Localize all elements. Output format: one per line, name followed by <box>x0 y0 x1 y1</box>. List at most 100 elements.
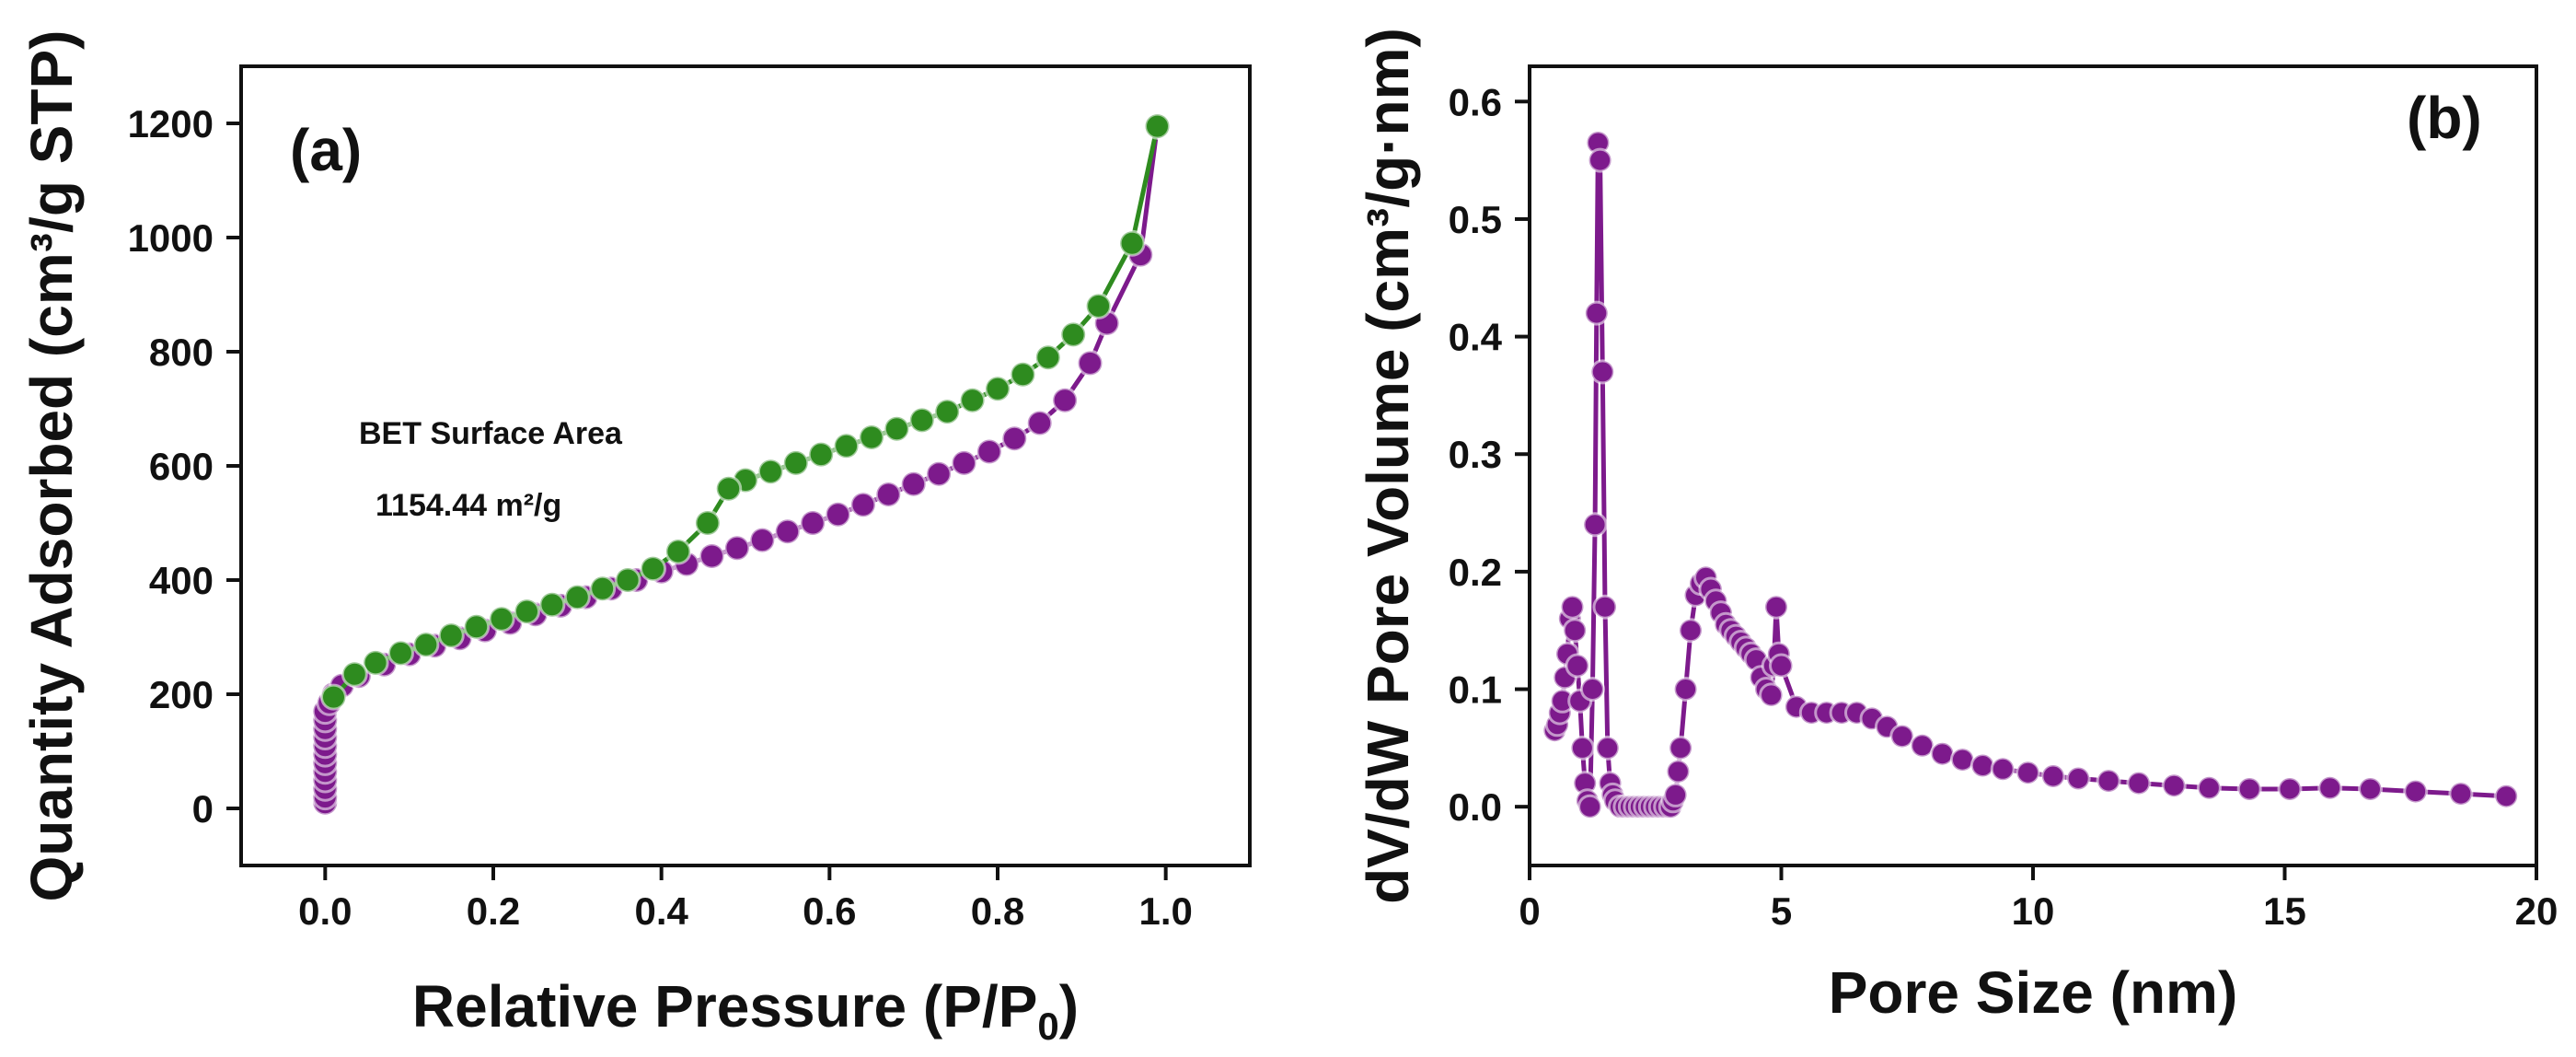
panel-a-data-point <box>1118 229 1146 257</box>
panel-a-data-point <box>715 475 743 503</box>
panel-a-x-tick-label: 0.8 <box>971 889 1024 933</box>
bet-annotation-title: BET Surface Area <box>359 416 623 451</box>
panel-b-label: (b) <box>2407 85 2482 151</box>
panel-a-data-point <box>640 555 666 583</box>
panel-a-data-point <box>833 432 861 459</box>
panel-b-data-point <box>1970 753 1995 778</box>
panel-a-data-point <box>757 458 784 485</box>
panel-a-x-tick-label: 1.0 <box>1138 889 1192 933</box>
panel-b-data-point <box>1668 735 1693 761</box>
panel-a-data-point <box>1144 112 1171 140</box>
panel-b-data-point <box>1589 359 1615 385</box>
panel-a-data-point <box>984 375 1011 402</box>
panel-b-data-point <box>1759 682 1785 708</box>
panel-a-data-point <box>1077 349 1103 377</box>
panel-b-data-point <box>1990 756 2016 782</box>
panel-a-data-point <box>1034 343 1062 371</box>
panel-a-y-tick-label: 800 <box>149 331 214 374</box>
panel-a-y-tick-label: 200 <box>149 673 214 716</box>
panel-a-data-point <box>1085 292 1113 319</box>
panel-a-data-point <box>341 660 368 688</box>
panel-a-y-tick-label: 1200 <box>128 102 214 145</box>
panel-a-data-point <box>908 406 936 434</box>
panel-a-y-axis-title: Quantity Adsorbed (cm³/g STP) <box>18 30 85 902</box>
panel-a-data-point <box>614 566 641 594</box>
panel-b-data-point <box>1592 594 1618 620</box>
panel-a-data-point <box>849 491 877 518</box>
panel-a-data-point <box>799 509 826 537</box>
panel-a-data-point <box>589 575 617 602</box>
panel-b-y-tick-label: 0.4 <box>1449 316 1503 359</box>
panel-a-data-point <box>774 517 802 545</box>
panel-b-data-point <box>1949 747 1975 772</box>
panel-a-data-point <box>463 613 491 641</box>
panel-b-data-point <box>1889 724 1915 749</box>
panel-b-data-point <box>2096 768 2121 794</box>
panel-b-x-tick-label: 5 <box>1771 889 1792 933</box>
panel-b-data-point <box>1560 594 1585 620</box>
panel-b-data-point <box>1930 741 1955 767</box>
panel-a-data-point <box>976 438 1003 465</box>
panel-a-label: (a) <box>290 117 362 183</box>
panel-a-data-point <box>514 598 540 625</box>
panel-b-series-layer <box>1542 130 2519 819</box>
panel-b-data-point <box>2493 784 2519 809</box>
panel-a-ticks: 0.0 0.2 0.4 0.6 0.8 1.0 0 200 400 600 800 1000 1200 <box>128 102 1193 933</box>
panel-a-data-point <box>933 398 961 425</box>
panel-a-data-point <box>538 591 566 619</box>
panel-b-data-point <box>2403 779 2429 805</box>
panel-a-y-tick-label: 1000 <box>128 216 214 260</box>
panel-b-data-point <box>1582 512 1608 538</box>
panel-a-data-point <box>1059 320 1087 348</box>
panel-a-data-point <box>320 683 347 711</box>
panel-a-data-point <box>563 584 591 611</box>
panel-a-data-point <box>858 424 885 451</box>
panel-b-y-tick-label: 0.3 <box>1449 433 1502 476</box>
panel-a-data-point <box>874 481 902 508</box>
panel-b-data-point <box>2016 760 2040 785</box>
panel-a-series-layer <box>311 112 1171 817</box>
panel-a-data-point <box>900 470 928 498</box>
panel-b-data-point <box>1562 618 1588 644</box>
panel-b-data-point <box>2040 763 2066 789</box>
panel-a-data-point <box>959 387 987 414</box>
panel-b-data-point <box>2317 775 2343 801</box>
panel-a-data-point <box>699 542 725 570</box>
panel-b-data-point <box>1663 782 1689 807</box>
panel-b-y-tick-label: 0.1 <box>1449 668 1502 712</box>
panel-a-isotherm: 0.0 0.2 0.4 0.6 0.8 1.0020040060080010001200 … <box>18 30 1252 1048</box>
panel-b-data-point <box>2236 776 2262 802</box>
panel-b-data-point <box>2161 772 2187 798</box>
panel-a-x-axis-title: Relative Pressure (P/P0) <box>412 973 1079 1048</box>
panel-a-x-tick-label: 0.6 <box>803 889 856 933</box>
panel-a-data-point <box>1026 410 1054 436</box>
panel-b-data-point <box>1579 677 1605 702</box>
panel-b-data-point <box>1678 618 1704 644</box>
panel-a-series-line-adsorption <box>322 125 1160 803</box>
panel-a-data-point <box>925 460 953 488</box>
panel-a-data-point <box>951 449 977 477</box>
panel-a-data-point <box>883 415 910 443</box>
panel-b-data-point <box>1569 735 1595 761</box>
panel-b-data-point <box>1565 653 1590 679</box>
panel-a-data-point <box>825 501 851 528</box>
panel-b-data-point <box>2277 776 2303 802</box>
panel-a-data-point <box>723 534 751 562</box>
panel-b-x-axis-title: Pore Size (nm) <box>1829 959 2238 1026</box>
panel-a-data-point <box>1009 361 1036 389</box>
panel-b-data-point <box>2448 781 2474 807</box>
panel-a-x-tick-label: 0.2 <box>467 889 520 933</box>
panel-b-y-tick-label: 0.5 <box>1449 198 1502 241</box>
panel-a-data-point <box>362 649 389 677</box>
panel-b-y-tick-label: 0.2 <box>1449 551 1502 594</box>
panel-a-data-point <box>488 605 515 633</box>
panel-a-y-tick-label: 600 <box>149 445 214 488</box>
panel-a-data-point <box>694 509 722 537</box>
panel-b-data-point <box>2126 771 2152 796</box>
panel-a-data-point <box>664 538 692 565</box>
panel-b-data-point <box>1595 735 1621 761</box>
panel-b-data-point <box>1763 594 1789 620</box>
panel-a-data-point <box>782 449 810 477</box>
panel-a-data-point <box>1051 387 1079 414</box>
